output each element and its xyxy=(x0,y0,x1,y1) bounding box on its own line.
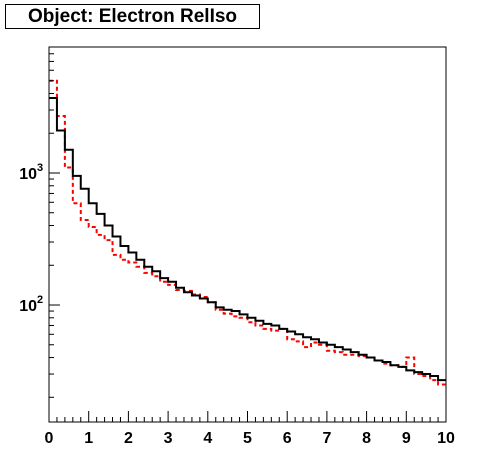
x-tick-label: 6 xyxy=(283,430,292,447)
x-tick-label: 10 xyxy=(437,430,455,447)
x-tick-label: 8 xyxy=(362,430,371,447)
chart-title: Object: Electron RelIso xyxy=(5,4,260,29)
x-tick-label: 2 xyxy=(124,430,133,447)
x-tick-label: 0 xyxy=(45,430,54,447)
x-tick-label: 3 xyxy=(164,430,173,447)
series-1-line xyxy=(49,79,446,386)
plot-frame xyxy=(48,46,447,423)
y-tick-label: 10 xyxy=(19,166,37,183)
y-tick-label: 10 xyxy=(19,298,37,315)
x-tick-label: 4 xyxy=(203,430,212,447)
series-0-line xyxy=(49,96,446,382)
x-tick-label: 1 xyxy=(84,430,93,447)
x-tick-label: 7 xyxy=(322,430,331,447)
y-tick-label-exponent: 3 xyxy=(37,162,43,174)
x-tick-label: 5 xyxy=(243,430,252,447)
series-layer xyxy=(49,79,446,386)
series-1 xyxy=(49,79,446,386)
y-tick-label-exponent: 2 xyxy=(37,294,43,306)
x-tick-label: 9 xyxy=(402,430,411,447)
series-0 xyxy=(49,96,446,382)
